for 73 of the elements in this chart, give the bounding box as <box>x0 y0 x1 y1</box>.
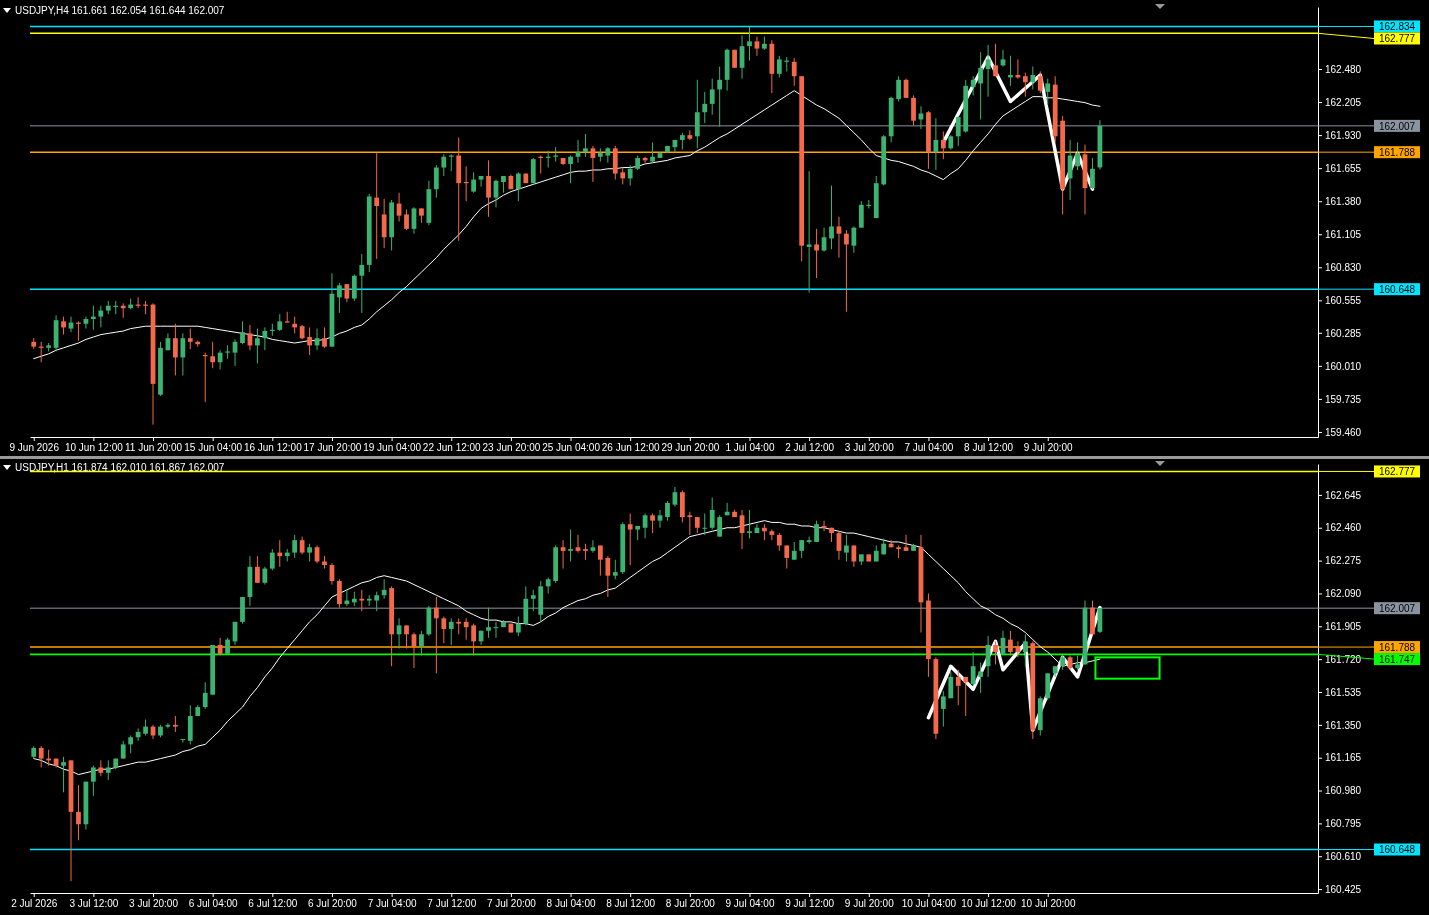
ref-line-label: 160.648 <box>1378 844 1416 856</box>
x-tick-label: 9 Jul 04:00 <box>725 898 775 910</box>
y-tick-label: 160.610 <box>1325 850 1362 862</box>
y-tick-label: 160.425 <box>1325 883 1362 895</box>
y-tick-label: 160.830 <box>1325 262 1362 274</box>
y-tick-label: 162.090 <box>1325 588 1362 600</box>
y-tick-label: 160.010 <box>1325 360 1362 372</box>
y-tick-label: 161.535 <box>1325 686 1362 698</box>
y-tick-label: 161.905 <box>1325 621 1362 632</box>
y-tick-label: 162.275 <box>1325 555 1362 567</box>
ref-line-label: 161.747 <box>1378 654 1416 666</box>
ref-line-label: 162.007 <box>1378 603 1416 615</box>
y-tick-label: 161.350 <box>1325 719 1362 731</box>
y-tick-label: 159.735 <box>1325 393 1362 405</box>
y-tick-label: 162.645 <box>1325 489 1362 501</box>
chart-title: USDJPY,H1 161.874 162.010 161.867 162.007 <box>15 462 225 473</box>
x-tick-label: 6 Jul 20:00 <box>307 898 358 910</box>
x-tick-label: 26 Jun 12:00 <box>601 442 661 454</box>
x-tick-label: 3 Jul 20:00 <box>129 898 179 910</box>
ref-line-label: 161.788 <box>1378 147 1416 159</box>
ref-line-label: 160.648 <box>1378 284 1416 296</box>
x-tick-label: 3 Jul 12:00 <box>69 898 119 910</box>
y-tick-label: 162.480 <box>1325 63 1362 75</box>
x-tick-label: 10 Jul 04:00 <box>901 898 957 910</box>
x-tick-label: 29 Jun 20:00 <box>661 442 720 454</box>
ref-line-label: 162.007 <box>1378 120 1416 132</box>
y-tick-label: 161.105 <box>1325 228 1362 240</box>
y-tick-label: 161.655 <box>1325 162 1362 174</box>
x-tick-label: 3 Jul 20:00 <box>844 442 895 454</box>
x-tick-label: 9 Jun 2026 <box>9 442 60 454</box>
x-tick-label: 7 Jul 20:00 <box>486 898 537 910</box>
x-tick-label: 7 Jul 04:00 <box>904 442 954 454</box>
x-tick-label: 9 Jul 12:00 <box>785 898 835 910</box>
y-tick-label: 160.555 <box>1325 295 1362 307</box>
chart-title: USDJPY,H4 161.661 162.054 161.644 162.007 <box>15 5 225 16</box>
x-tick-label: 19 Jun 04:00 <box>363 442 422 454</box>
ref-line-label: 162.777 <box>1378 33 1416 45</box>
x-tick-label: 8 Jul 20:00 <box>665 898 716 910</box>
x-tick-label: 1 Jul 04:00 <box>725 442 775 454</box>
x-tick-label: 6 Jul 12:00 <box>248 898 298 910</box>
x-tick-label: 9 Jul 20:00 <box>844 898 895 910</box>
x-tick-label: 8 Jul 04:00 <box>546 898 596 910</box>
x-tick-label: 10 Jun 12:00 <box>64 442 124 454</box>
y-tick-label: 161.380 <box>1325 195 1362 207</box>
y-tick-label: 161.720 <box>1325 653 1362 665</box>
x-tick-label: 25 Jun 04:00 <box>542 442 601 454</box>
y-tick-label: 162.460 <box>1325 522 1362 534</box>
x-tick-label: 2 Jul 2026 <box>11 898 58 910</box>
y-tick-label: 161.165 <box>1325 752 1362 764</box>
x-tick-label: 16 Jun 12:00 <box>243 442 303 454</box>
x-tick-label: 7 Jul 04:00 <box>367 898 417 910</box>
x-tick-label: 23 Jun 20:00 <box>482 442 541 454</box>
y-tick-label: 161.930 <box>1325 129 1362 141</box>
y-tick-label: 160.980 <box>1325 785 1362 797</box>
ref-line-label: 162.777 <box>1378 466 1416 478</box>
y-tick-label: 159.460 <box>1325 426 1362 438</box>
x-tick-label: 22 Jun 12:00 <box>422 442 482 454</box>
x-tick-label: 17 Jun 20:00 <box>303 442 362 454</box>
y-tick-label: 160.795 <box>1325 818 1362 830</box>
x-tick-label: 9 Jul 20:00 <box>1023 442 1074 454</box>
x-tick-label: 10 Jul 20:00 <box>1020 898 1076 910</box>
x-tick-label: 6 Jul 04:00 <box>188 898 239 910</box>
x-tick-label: 11 Jun 20:00 <box>124 442 183 454</box>
ref-line-label: 162.834 <box>1378 21 1416 33</box>
x-tick-label: 15 Jun 04:00 <box>184 442 243 454</box>
x-tick-label: 8 Jul 12:00 <box>606 898 656 910</box>
x-tick-label: 2 Jul 12:00 <box>785 442 835 454</box>
y-tick-label: 162.205 <box>1325 96 1362 108</box>
x-tick-label: 8 Jul 12:00 <box>964 442 1014 454</box>
ref-line-label: 161.788 <box>1378 642 1416 654</box>
x-tick-label: 7 Jul 12:00 <box>427 898 477 910</box>
y-tick-label: 160.285 <box>1325 327 1362 339</box>
x-tick-label: 10 Jul 12:00 <box>961 898 1017 910</box>
